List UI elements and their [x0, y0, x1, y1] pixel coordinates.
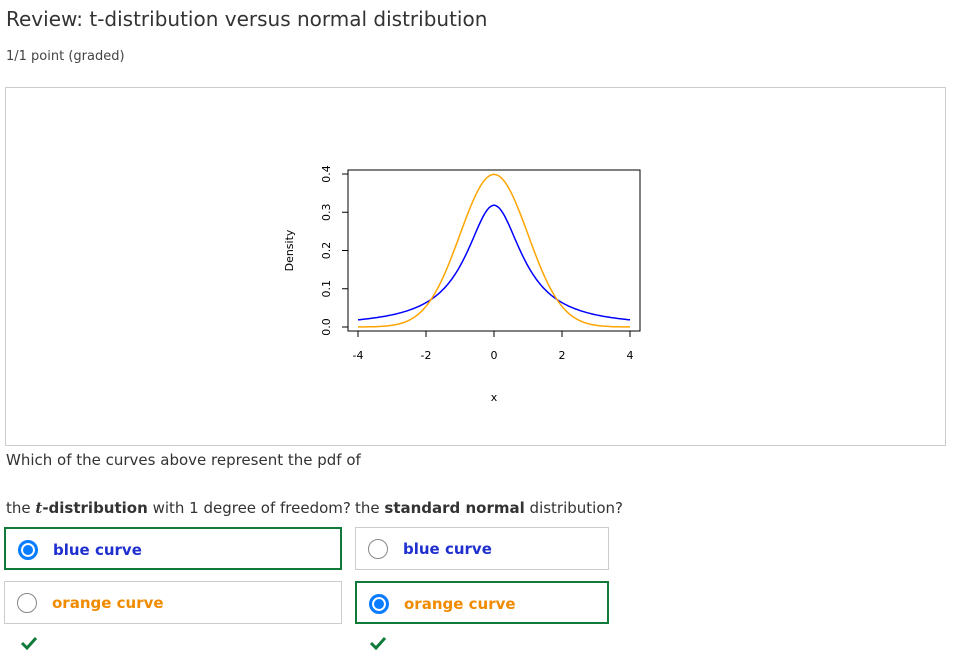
- option-label: orange curve: [52, 594, 164, 612]
- option-label: orange curve: [404, 595, 516, 613]
- y-tick-label: 0.4: [320, 165, 333, 183]
- q2-option-blue-curve[interactable]: blue curve: [355, 527, 609, 570]
- x-tick-label: -2: [421, 349, 432, 362]
- radio-selected-icon[interactable]: [18, 540, 38, 560]
- correct-checkmark-icon: [20, 636, 38, 650]
- q1-option-blue-curve[interactable]: blue curve: [4, 527, 342, 570]
- q2-bold: standard normal: [384, 499, 525, 517]
- orange-curve-line: [358, 173, 630, 328]
- q1-suffix: with 1 degree of freedom?: [147, 499, 351, 517]
- page-title: Review: t-distribution versus normal dis…: [6, 7, 488, 31]
- y-tick-label: 0.2: [320, 242, 333, 260]
- q1-symbol: t: [35, 499, 43, 517]
- q1-prefix: the: [6, 499, 36, 517]
- option-label: blue curve: [403, 540, 492, 558]
- y-tick-label: 0.3: [320, 204, 333, 222]
- density-plot: -4 -2 0 2 4 0.0 0.1 0.2 0.3 0.4 x Density: [283, 165, 641, 404]
- blue-curve-line: [357, 204, 631, 321]
- q2-suffix: distribution?: [524, 499, 623, 517]
- radio-empty-icon[interactable]: [368, 539, 388, 559]
- radio-empty-icon[interactable]: [17, 593, 37, 613]
- radio-selected-icon[interactable]: [369, 594, 389, 614]
- y-tick-label: 0.1: [320, 280, 333, 298]
- x-axis-label: x: [491, 391, 498, 404]
- question-prompt: Which of the curves above represent the …: [6, 451, 361, 469]
- correct-checkmark-icon: [369, 636, 387, 650]
- q2-prefix: the: [355, 499, 385, 517]
- y-tick-label: 0.0: [320, 318, 333, 336]
- y-axis-label: Density: [283, 229, 296, 271]
- question-1-label: the t-distribution with 1 degree of free…: [6, 499, 351, 517]
- q2-option-orange-curve[interactable]: orange curve: [355, 581, 609, 624]
- option-label: blue curve: [53, 541, 142, 559]
- chart-figure: -4 -2 0 2 4 0.0 0.1 0.2 0.3 0.4 x Density: [5, 87, 946, 446]
- q1-option-orange-curve[interactable]: orange curve: [4, 581, 342, 624]
- question-2-label: the standard normal distribution?: [355, 499, 623, 517]
- x-tick-label: 2: [559, 349, 566, 362]
- score-label: 1/1 point (graded): [6, 49, 125, 64]
- q1-bold: -distribution: [42, 499, 148, 517]
- plot-frame: [347, 169, 641, 332]
- x-tick-label: -4: [353, 349, 364, 362]
- x-tick-label: 0: [491, 349, 498, 362]
- x-tick-label: 4: [627, 349, 634, 362]
